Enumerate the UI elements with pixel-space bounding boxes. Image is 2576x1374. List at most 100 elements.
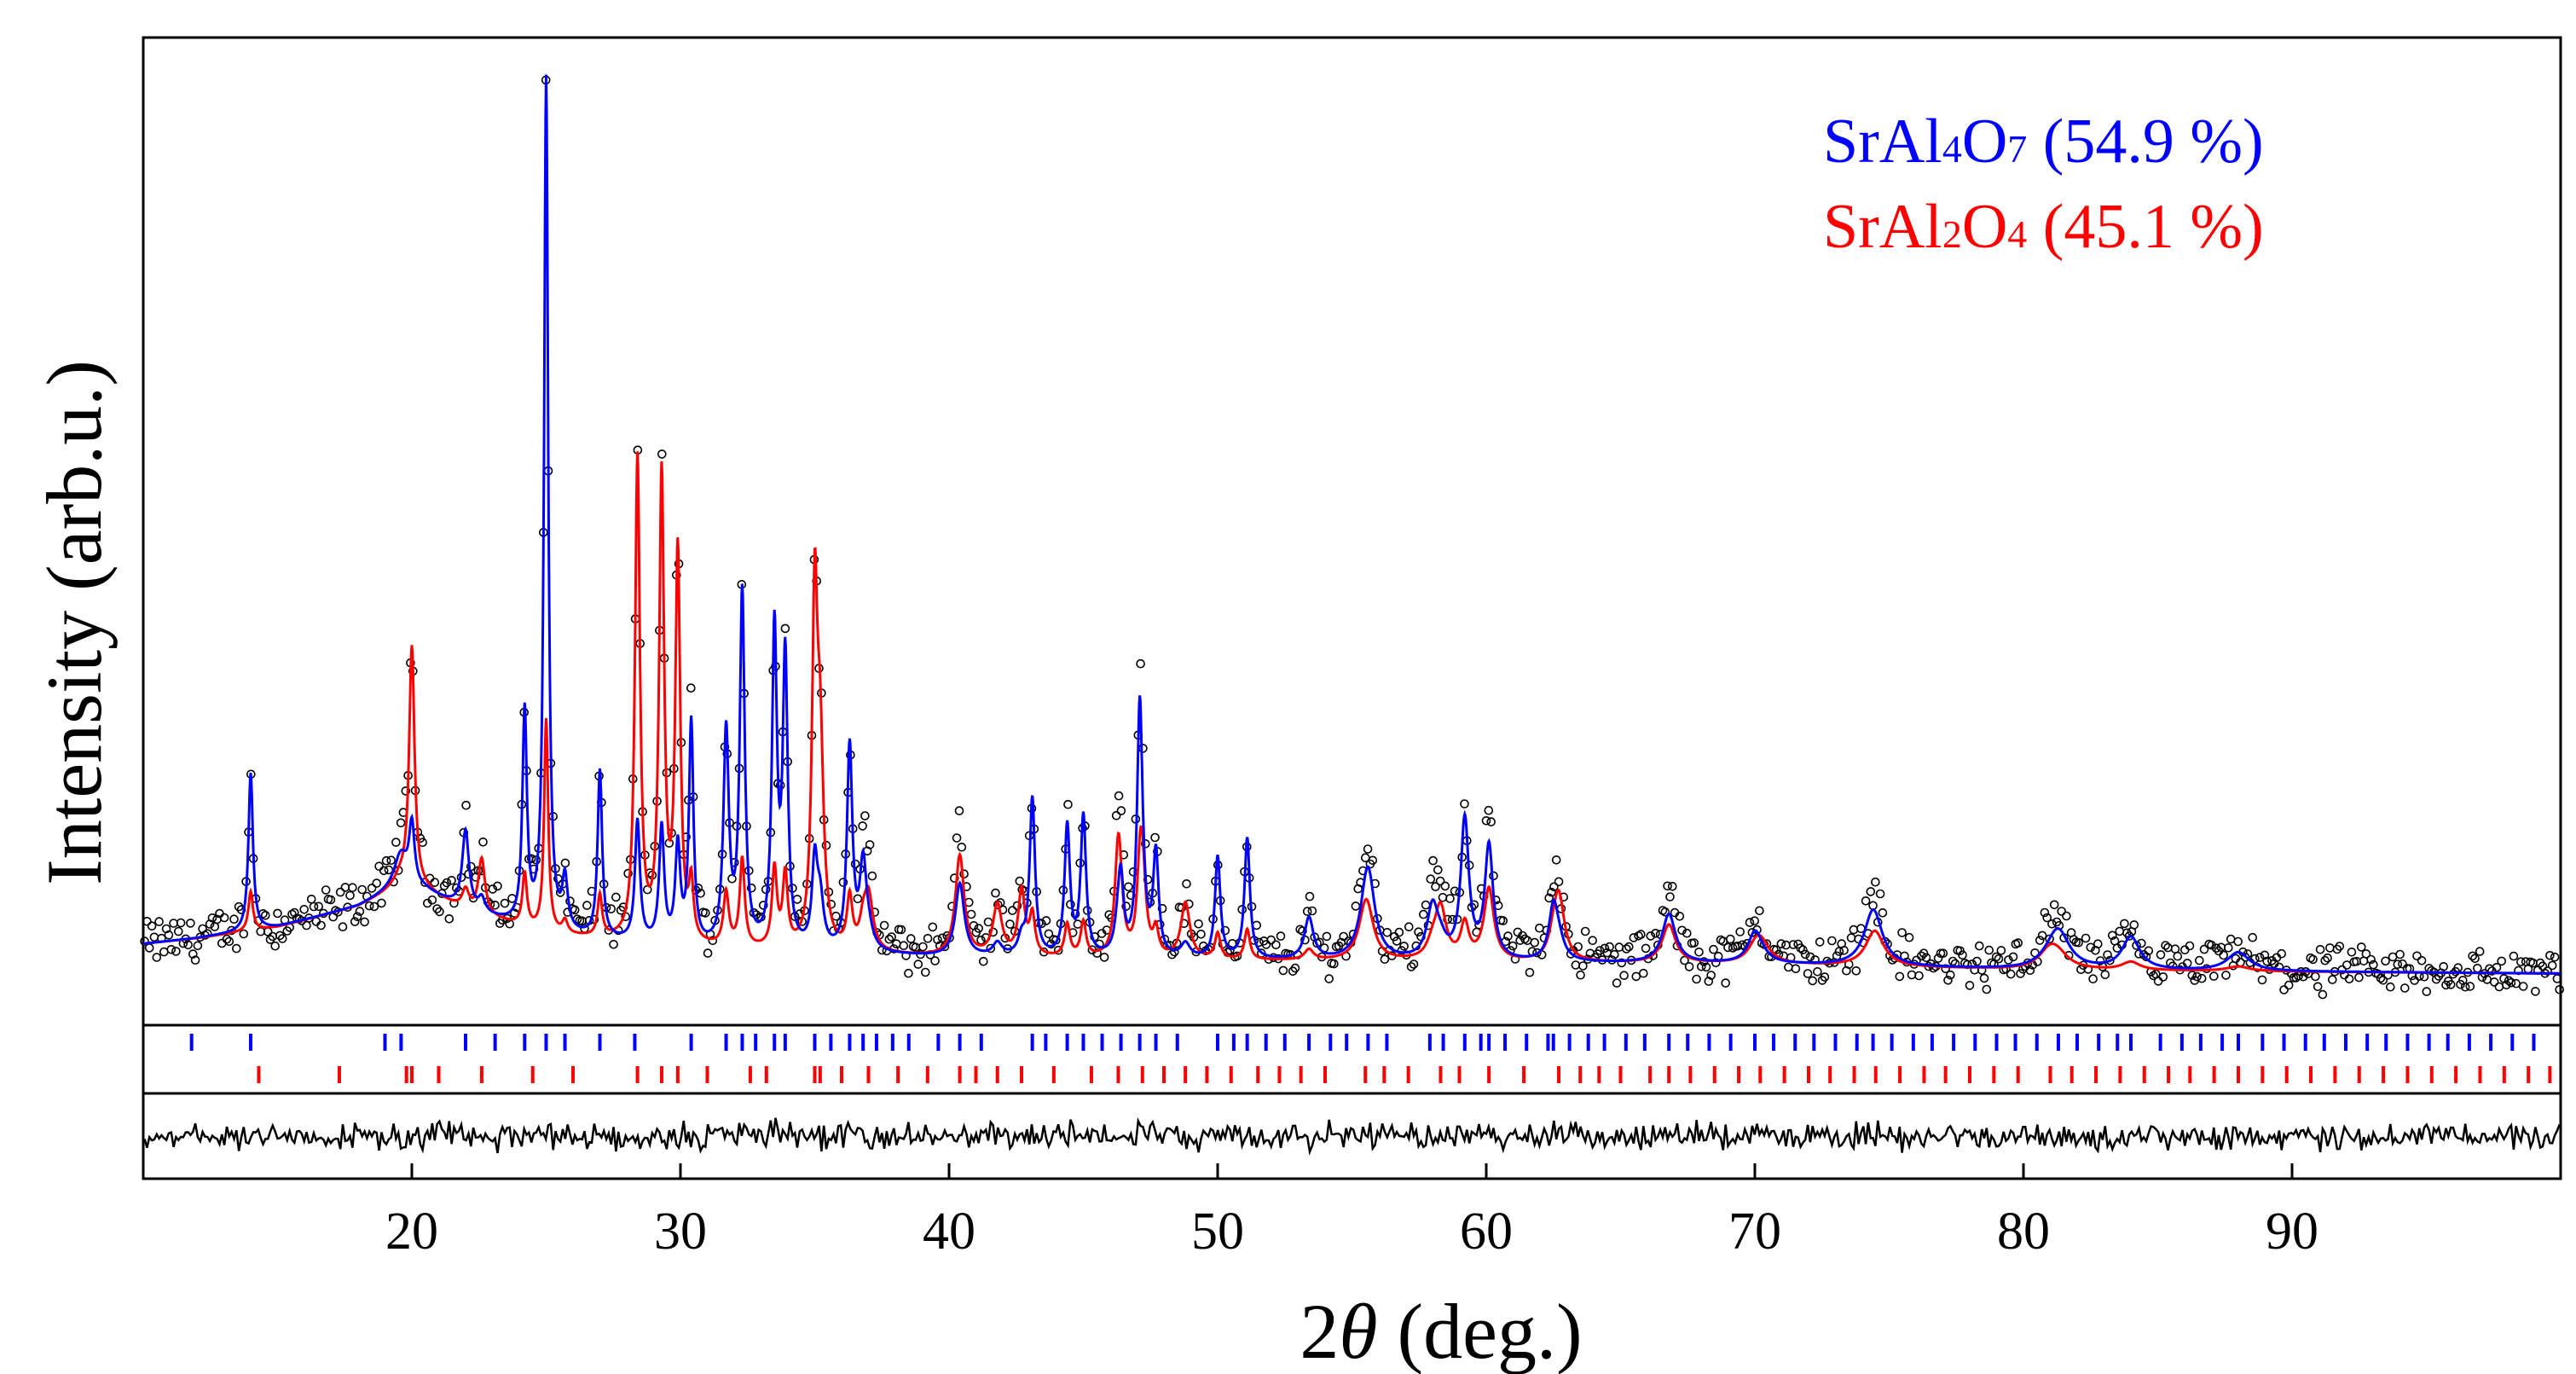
observed-point <box>171 947 181 956</box>
observed-point <box>2149 971 2158 981</box>
observed-point <box>277 934 287 943</box>
observed-point <box>792 895 802 904</box>
observed-point <box>321 885 331 895</box>
observed-point <box>1677 925 1687 936</box>
observed-point <box>2315 945 2325 954</box>
observed-point <box>1755 906 1764 916</box>
observed-point <box>780 623 790 634</box>
observed-point <box>2289 973 2299 983</box>
observed-point <box>1972 956 1982 966</box>
observed-point <box>954 806 964 815</box>
observed-point <box>1092 948 1102 958</box>
observed-point <box>2144 946 2154 956</box>
observed-point <box>2378 976 2388 985</box>
observed-point <box>442 878 452 888</box>
observed-point <box>360 917 369 927</box>
observed-point <box>326 895 336 905</box>
y-axis-title: Intensity (arb.u.) <box>31 360 118 885</box>
observed-point <box>867 871 877 881</box>
observed-point <box>2219 950 2228 960</box>
observed-point <box>1124 882 1133 892</box>
observed-point <box>1433 865 1443 875</box>
observed-point <box>966 909 976 919</box>
observed-point <box>928 922 938 932</box>
observed-point <box>270 941 281 951</box>
observed-point <box>1576 970 1585 980</box>
observed-point <box>2494 982 2504 992</box>
observed-point <box>2088 974 2098 983</box>
observed-point <box>447 876 456 885</box>
observed-point <box>1706 971 1716 980</box>
observed-point <box>1324 974 1334 983</box>
observed-point <box>1641 943 1651 954</box>
observed-point <box>913 959 923 969</box>
observed-point <box>2047 919 2057 929</box>
observed-point <box>2393 959 2403 969</box>
observed-point <box>289 907 299 918</box>
observed-point <box>1697 962 1706 971</box>
observed-point <box>526 854 536 864</box>
observed-point <box>1897 928 1907 937</box>
observed-point <box>974 924 983 933</box>
observed-point <box>2516 957 2526 966</box>
observed-point <box>1617 958 1627 968</box>
observed-point <box>2004 955 2013 965</box>
observed-point <box>2153 977 2163 986</box>
observed-point <box>1694 948 1704 957</box>
calculated-profile-sral4o7 <box>142 74 2561 975</box>
observed-point <box>2158 972 2168 982</box>
x-tick-label-20: 20 <box>385 1203 438 1261</box>
observed-point <box>2211 943 2221 953</box>
observed-point <box>1261 940 1271 949</box>
observed-point <box>2366 954 2376 965</box>
observed-point <box>1426 874 1436 884</box>
observed-point <box>2180 945 2190 954</box>
observed-point <box>933 935 942 945</box>
observed-point <box>1663 881 1672 891</box>
calculated-profile-sral2o4 <box>142 451 2561 975</box>
observed-point <box>1182 879 1191 889</box>
observed-point <box>2470 954 2480 964</box>
observed-point <box>1450 886 1460 896</box>
observed-point <box>623 868 633 878</box>
observed-point <box>1750 916 1759 925</box>
observed-point <box>1849 925 1859 935</box>
observed-point <box>2209 971 2219 981</box>
observed-point <box>154 917 164 926</box>
observed-point <box>1278 965 1288 976</box>
observed-point <box>2129 920 2139 930</box>
observed-point <box>188 949 198 959</box>
observed-point <box>1435 876 1445 886</box>
observed-point <box>609 940 618 949</box>
observed-point <box>1921 953 1931 963</box>
observed-point <box>256 926 266 936</box>
observed-point <box>174 926 183 936</box>
observed-point <box>1551 855 1561 865</box>
observed-point <box>2369 959 2378 970</box>
observed-point <box>1419 909 1428 919</box>
observed-point <box>1008 906 1017 915</box>
reflection-marks-panel <box>142 1023 2562 1095</box>
observed-point <box>1015 876 1025 886</box>
observed-point <box>1943 976 1953 985</box>
observed-point <box>302 920 311 930</box>
observed-point <box>2170 944 2180 954</box>
observed-point <box>1660 907 1670 917</box>
observed-point <box>1302 907 1312 916</box>
observed-point <box>1665 892 1675 902</box>
observed-point <box>865 840 875 849</box>
observed-point <box>1668 882 1677 891</box>
observed-point <box>2197 973 2207 983</box>
observed-point <box>2417 956 2427 965</box>
observed-point <box>2100 970 2110 980</box>
observed-point <box>1307 906 1317 916</box>
observed-point <box>2016 969 2025 978</box>
observed-point <box>899 941 909 950</box>
observed-point <box>367 884 377 893</box>
observed-point <box>381 855 391 866</box>
observed-point <box>1738 940 1747 950</box>
observed-point <box>2460 982 2470 992</box>
observed-point <box>2006 969 2016 979</box>
observed-point <box>299 905 310 914</box>
observed-point <box>1803 969 1813 978</box>
